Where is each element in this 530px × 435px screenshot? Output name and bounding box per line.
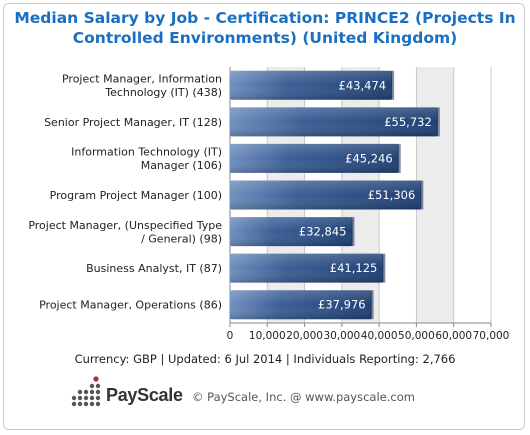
chart-title-line-1: Median Salary by Job - Certification: PR… xyxy=(14,9,516,27)
salary-bar-edge xyxy=(420,180,424,210)
category-label-line: Information Technology (IT) xyxy=(71,146,222,159)
report-summary: Currency: GBP | Updated: 6 Jul 2014 | In… xyxy=(74,352,456,366)
bar-value-label: £37,976 xyxy=(318,298,366,312)
category-label-line: Senior Project Manager, IT (128) xyxy=(44,116,222,129)
x-tick-label: 60,000 xyxy=(435,330,472,342)
bar-group: £43,474 xyxy=(230,70,395,100)
salary-bar-edge xyxy=(397,143,401,173)
bar-value-label: £41,125 xyxy=(330,261,378,275)
x-tick-label: 20,000 xyxy=(286,330,323,342)
bar-value-label: £43,474 xyxy=(339,78,387,92)
bar-value-label: £55,732 xyxy=(384,115,432,129)
bar-value-label: £32,845 xyxy=(299,225,347,239)
x-tick-label: 30,000 xyxy=(323,330,360,342)
brand-name: PayScale xyxy=(106,385,183,405)
category-label-line: Project Manager, Operations (86) xyxy=(39,299,222,312)
salary-bar-shade xyxy=(230,253,384,283)
bar-group: £41,125 xyxy=(230,253,386,283)
x-tick-labels: 0 10,000 20,000 30,000 40,000 50,000 60,000 70,… xyxy=(227,330,510,342)
chart-title-line-2: Controlled Environments) (United Kingdom… xyxy=(72,29,458,47)
copyright-text: © PayScale, Inc. @ www.payscale.com xyxy=(192,390,415,404)
bar-group: £55,732 xyxy=(230,107,440,137)
category-label: Project Manager, Information Technology (… xyxy=(62,73,222,100)
category-label: Business Analyst, IT (87) xyxy=(86,262,222,275)
salary-bar-shade xyxy=(230,217,353,247)
category-label: Senior Project Manager, IT (128) xyxy=(44,116,222,129)
category-label-line: Project Manager, (Unspecified Type xyxy=(28,219,222,232)
salary-bar-edge xyxy=(391,70,395,100)
salary-bar-shade xyxy=(230,70,393,100)
bar-group: £32,845 xyxy=(230,217,355,247)
category-label: Information Technology (IT) Manager (106) xyxy=(71,146,222,173)
bar-value-label: £51,306 xyxy=(368,188,416,202)
category-label-line: Project Manager, Information xyxy=(62,73,222,86)
chart-title: Median Salary by Job - Certification: PR… xyxy=(0,8,530,48)
x-tick-label: 0 xyxy=(227,330,234,342)
bar-group: £45,246 xyxy=(230,143,401,173)
salary-bar-edge xyxy=(370,290,374,320)
brand-bar: PayScale © PayScale, Inc. @ www.payscale… xyxy=(70,376,470,410)
category-label: Program Project Manager (100) xyxy=(50,189,222,202)
category-label: Project Manager, (Unspecified Type / Gene… xyxy=(28,219,222,246)
salary-bar-shade xyxy=(230,107,438,137)
category-label-line: Manager (106) xyxy=(141,159,222,172)
salary-bar-shade xyxy=(230,143,399,173)
bar-group: £51,306 xyxy=(230,180,424,210)
category-label-line: Business Analyst, IT (87) xyxy=(86,262,222,275)
x-tick-label: 70,000 xyxy=(473,330,510,342)
x-tick-label: 50,000 xyxy=(398,330,435,342)
x-tick-label: 10,000 xyxy=(249,330,286,342)
bar-group: £37,976 xyxy=(230,290,374,320)
salary-bar-shade xyxy=(230,180,422,210)
bar-value-label: £45,246 xyxy=(345,151,393,165)
category-label: Project Manager, Operations (86) xyxy=(39,299,222,312)
category-label-line: Program Project Manager (100) xyxy=(50,189,222,202)
salary-bar-edge xyxy=(436,107,440,137)
category-label-line: / General) (98) xyxy=(141,232,222,245)
bars: £43,474 £55,732 £45,246 £51,306 £32,845 £41,1… xyxy=(230,70,440,320)
payscale-logo-icon xyxy=(71,376,101,407)
category-labels: Project Manager, Information Technology (… xyxy=(28,73,222,312)
x-tick-label: 40,000 xyxy=(361,330,398,342)
salary-bar-shade xyxy=(230,290,372,320)
salary-bar-edge xyxy=(351,217,355,247)
salary-bar-edge xyxy=(382,253,386,283)
category-label-line: Technology (IT) (438) xyxy=(104,86,222,99)
